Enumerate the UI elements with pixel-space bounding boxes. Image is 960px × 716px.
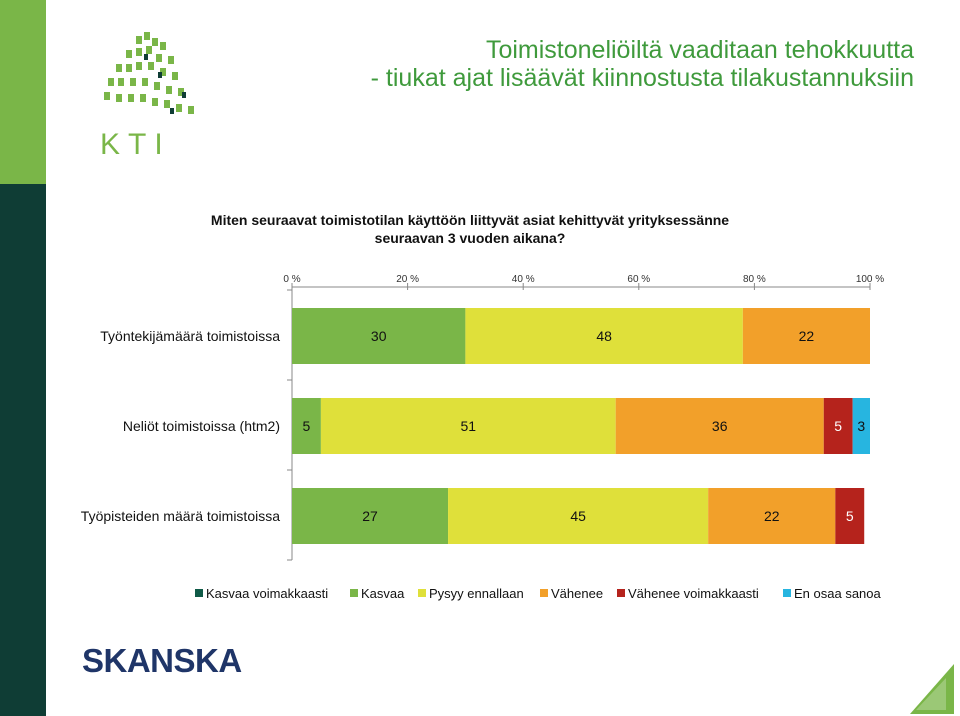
bar-segment [852, 398, 870, 454]
category-label: Neliöt toimistoissa (htm2) [123, 418, 280, 434]
slide-title-line-2: - tiukat ajat lisäävät kiinnostusta tila… [370, 64, 914, 92]
bar-segment [320, 398, 616, 454]
legend-label: Vähenee [551, 586, 603, 601]
data-label: 45 [570, 508, 586, 524]
category-label: Työpisteiden määrä toimistoissa [81, 508, 280, 524]
legend-swatch [418, 589, 426, 597]
data-label: 3 [857, 418, 865, 434]
legend-swatch [350, 589, 358, 597]
corner-arrow-icon [910, 664, 954, 714]
bar-segment [465, 308, 743, 364]
x-tick-label: 40 % [512, 274, 535, 285]
data-label: 36 [712, 418, 728, 434]
legend-swatch [540, 589, 548, 597]
data-label: 30 [371, 328, 387, 344]
svg-text:KTI: KTI [100, 128, 171, 158]
bar-segment [742, 308, 870, 364]
x-tick-label: 100 % [856, 274, 884, 285]
data-label: 5 [846, 508, 854, 524]
x-tick-label: 60 % [627, 274, 650, 285]
data-label: 48 [596, 328, 612, 344]
bar-segment [835, 488, 865, 544]
chart-title: Miten seuraavat toimistotilan käyttöön l… [140, 211, 800, 247]
bar-segment [292, 488, 449, 544]
slide-title-line-1: Toimistoneliöiltä vaaditaan tehokkuutta [485, 36, 914, 64]
skanska-logo: SKANSKA [82, 642, 242, 679]
bar-segment [292, 398, 321, 454]
data-label: 22 [799, 328, 815, 344]
category-label: Työntekijämäärä toimistoissa [100, 328, 280, 344]
legend-label: Kasvaa [361, 586, 405, 601]
kti-logo: KTI [100, 32, 194, 158]
slide-title: Toimistoneliöiltä vaaditaan tehokkuutta … [371, 36, 914, 92]
legend-swatch [195, 589, 203, 597]
legend-label: Kasvaa voimakkaasti [206, 586, 328, 601]
data-label: 22 [764, 508, 780, 524]
x-tick-label: 80 % [743, 274, 766, 285]
data-label: 5 [303, 418, 311, 434]
legend-swatch [617, 589, 625, 597]
x-tick-label: 20 % [396, 274, 419, 285]
legend-swatch [783, 589, 791, 597]
legend-label: Pysyy ennallaan [429, 586, 524, 601]
data-label: 27 [362, 508, 378, 524]
left-stripe-bottom [0, 184, 46, 716]
bar-segment [448, 488, 709, 544]
left-stripe-top [0, 0, 46, 184]
chart-title-line-1: Miten seuraavat toimistotilan käyttöön l… [210, 212, 730, 228]
bar-segment [823, 398, 853, 454]
bar-segment [615, 398, 824, 454]
legend-label: En osaa sanoa [794, 586, 882, 601]
bar-segment [708, 488, 836, 544]
data-label: 5 [834, 418, 842, 434]
chart-title-line-2: seuraavan 3 vuoden aikana? [374, 230, 566, 246]
bar-segment [292, 308, 466, 364]
data-label: 51 [461, 418, 477, 434]
legend-label: Vähenee voimakkaasti [628, 586, 759, 601]
x-tick-label: 0 % [283, 274, 300, 285]
